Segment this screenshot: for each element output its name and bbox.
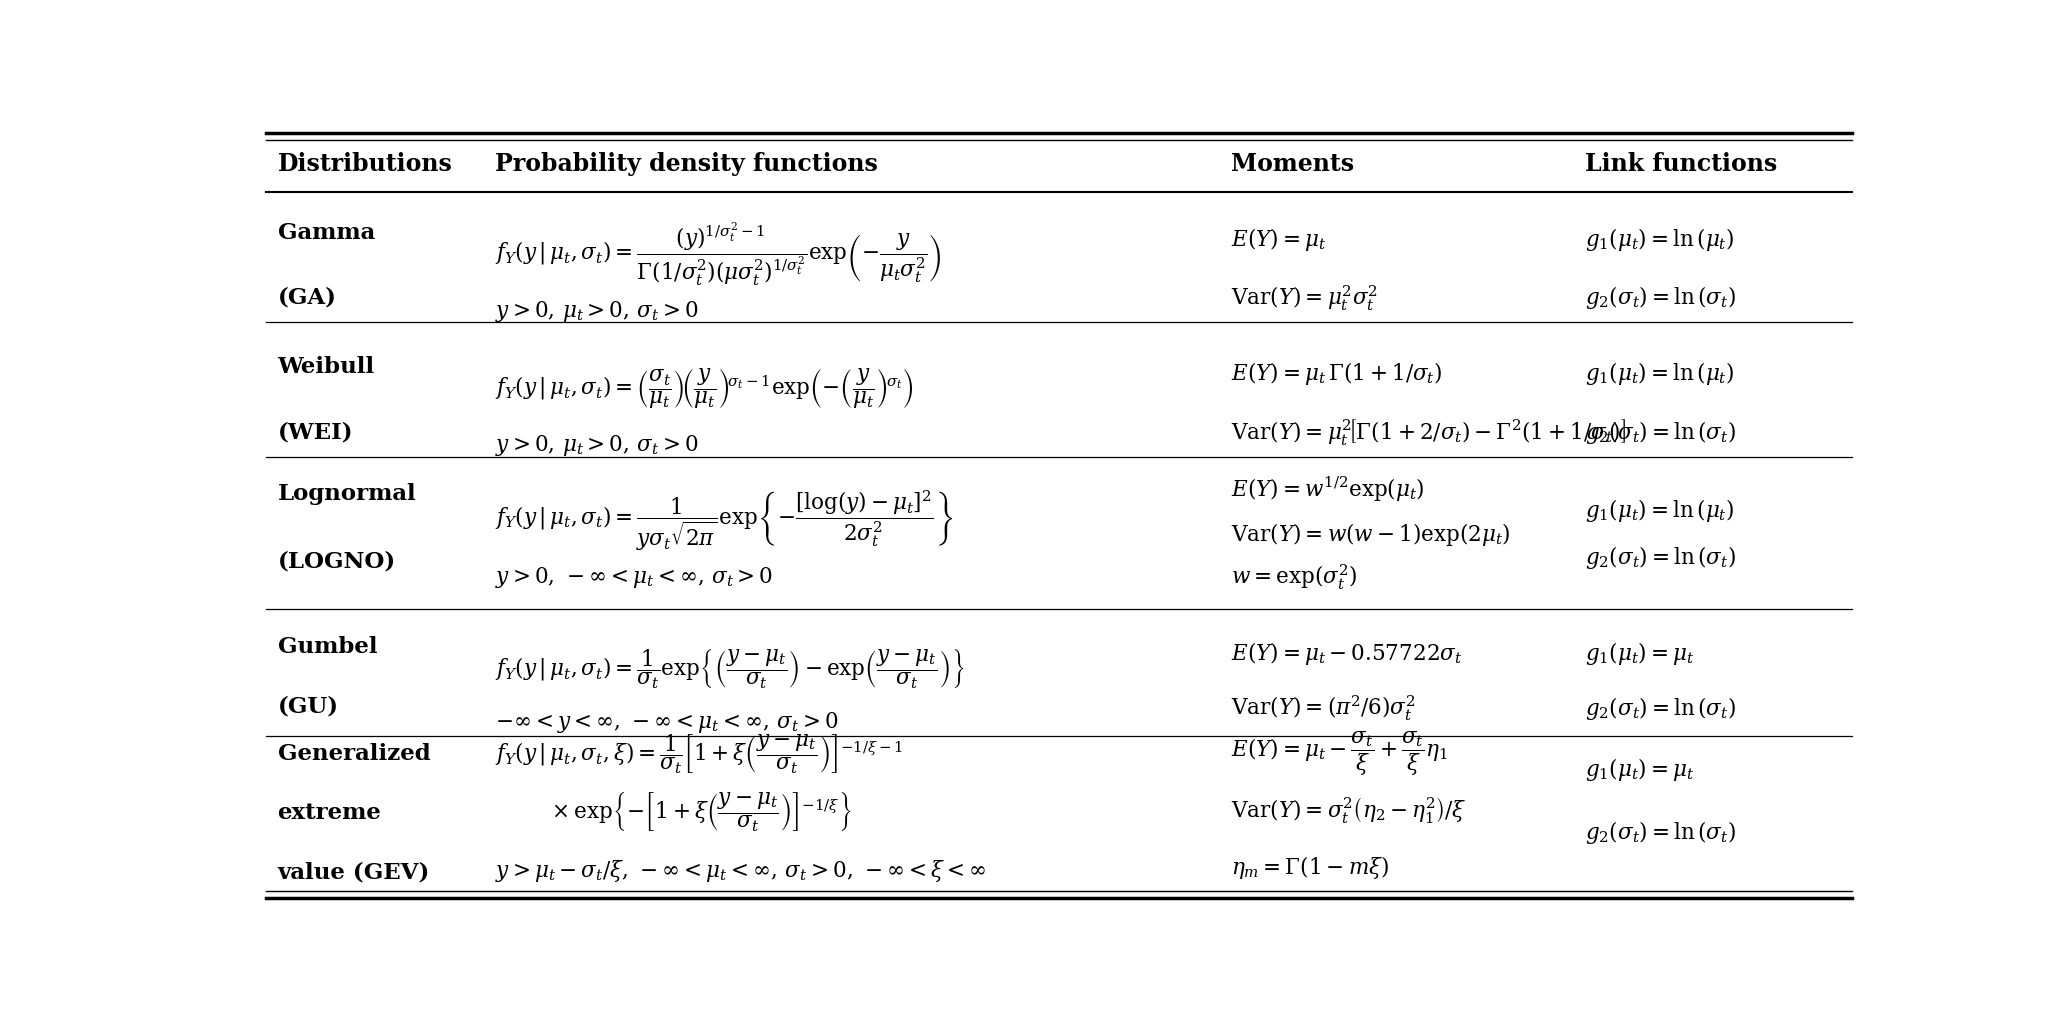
Text: $g_2\left(\sigma_t\right) = \ln\left(\sigma_t\right)$: $g_2\left(\sigma_t\right) = \ln\left(\si… xyxy=(1585,819,1736,846)
Text: $f_Y\left(y\,|\,\mu_t, \sigma_t\right) = \left(\dfrac{\sigma_t}{\mu_t}\right)\!\: $f_Y\left(y\,|\,\mu_t, \sigma_t\right) =… xyxy=(496,367,914,411)
Text: Probability density functions: Probability density functions xyxy=(496,153,878,176)
Text: $E\left(Y\right) = w^{1/2}\exp(\mu_t)$: $E\left(Y\right) = w^{1/2}\exp(\mu_t)$ xyxy=(1230,475,1424,504)
Text: $-\infty < y < \infty,\, -\infty < \mu_t < \infty,\, \sigma_t > 0$: $-\infty < y < \infty,\, -\infty < \mu_t… xyxy=(496,710,839,734)
Text: $g_2\left(\sigma_t\right) = \ln\left(\sigma_t\right)$: $g_2\left(\sigma_t\right) = \ln\left(\si… xyxy=(1585,285,1736,311)
Text: $g_2\left(\sigma_t\right) = \ln\left(\sigma_t\right)$: $g_2\left(\sigma_t\right) = \ln\left(\si… xyxy=(1585,695,1736,721)
Text: $y > 0,\, -\infty < \mu_t < \infty,\, \sigma_t > 0$: $y > 0,\, -\infty < \mu_t < \infty,\, \s… xyxy=(496,564,773,590)
Text: $f_Y\left(y\,|\,\mu_t, \sigma_t\right) = \dfrac{(y)^{1/\sigma_t^2-1}}{\Gamma(1/\: $f_Y\left(y\,|\,\mu_t, \sigma_t\right) =… xyxy=(496,222,943,288)
Text: (GA): (GA) xyxy=(277,287,337,309)
Text: $E\left(Y\right) = \mu_t\,\Gamma\left(1 + 1/\sigma_t\right)$: $E\left(Y\right) = \mu_t\,\Gamma\left(1 … xyxy=(1230,360,1443,387)
Text: Lognormal: Lognormal xyxy=(277,483,415,505)
Text: $f_Y\left(y\,|\,\mu_t, \sigma_t, \xi\right) = \dfrac{1}{\sigma_t}\left[1 + \xi\l: $f_Y\left(y\,|\,\mu_t, \sigma_t, \xi\rig… xyxy=(496,732,903,776)
Text: $y > 0,\, \mu_t > 0,\, \sigma_t > 0$: $y > 0,\, \mu_t > 0,\, \sigma_t > 0$ xyxy=(496,433,699,458)
Text: $\quad\times\exp\!\left\{-\left[1+\xi\left(\dfrac{y-\mu_t}{\sigma_t}\right)\righ: $\quad\times\exp\!\left\{-\left[1+\xi\le… xyxy=(527,791,852,835)
Text: $f_Y\left(y\,|\,\mu_t, \sigma_t\right) = \dfrac{1}{y\sigma_t\sqrt{2\pi}} \exp\!\: $f_Y\left(y\,|\,\mu_t, \sigma_t\right) =… xyxy=(496,488,953,553)
Text: $g_1\left(\mu_t\right) = \ln\left(\mu_t\right)$: $g_1\left(\mu_t\right) = \ln\left(\mu_t\… xyxy=(1585,497,1734,525)
Text: $g_1\left(\mu_t\right) = \mu_t$: $g_1\left(\mu_t\right) = \mu_t$ xyxy=(1585,757,1695,783)
Text: $E\left(Y\right) = \mu_t - 0.57722\sigma_t$: $E\left(Y\right) = \mu_t - 0.57722\sigma… xyxy=(1230,640,1461,667)
Text: $g_1\left(\mu_t\right) = \mu_t$: $g_1\left(\mu_t\right) = \mu_t$ xyxy=(1585,640,1695,667)
Text: $\mathrm{Var}\left(Y\right) = \mu_t^2\sigma_t^2$: $\mathrm{Var}\left(Y\right) = \mu_t^2\si… xyxy=(1230,283,1379,313)
Text: Gamma: Gamma xyxy=(277,222,374,244)
Text: $\mathrm{Var}\left(Y\right) = w\left(w-1\right)\exp(2\mu_t)$: $\mathrm{Var}\left(Y\right) = w\left(w-1… xyxy=(1230,521,1511,548)
Text: $\mathrm{Var}\left(Y\right) = \left(\pi^2/6\right)\sigma_t^2$: $\mathrm{Var}\left(Y\right) = \left(\pi^… xyxy=(1230,693,1416,723)
Text: Weibull: Weibull xyxy=(277,357,374,378)
Text: Moments: Moments xyxy=(1230,153,1354,176)
Text: $E\left(Y\right) = \mu_t - \dfrac{\sigma_t}{\xi} + \dfrac{\sigma_t}{\xi}\eta_1$: $E\left(Y\right) = \mu_t - \dfrac{\sigma… xyxy=(1230,730,1447,778)
Text: Link functions: Link functions xyxy=(1585,153,1778,176)
Text: $\mathrm{Var}\left(Y\right) = \mu_t^2\!\left[\Gamma\left(1+2/\sigma_t\right) - \: $\mathrm{Var}\left(Y\right) = \mu_t^2\!\… xyxy=(1230,417,1625,447)
Text: Gumbel: Gumbel xyxy=(277,636,376,658)
Text: $\mathrm{Var}\left(Y\right) = \sigma_t^2\left(\eta_2 - \eta_1^2\right)/\xi$: $\mathrm{Var}\left(Y\right) = \sigma_t^2… xyxy=(1230,795,1466,826)
Text: value (GEV): value (GEV) xyxy=(277,862,430,883)
Text: $g_1\left(\mu_t\right) = \ln\left(\mu_t\right)$: $g_1\left(\mu_t\right) = \ln\left(\mu_t\… xyxy=(1585,360,1734,387)
Text: extreme: extreme xyxy=(277,801,382,824)
Text: Distributions: Distributions xyxy=(277,153,453,176)
Text: $g_1\left(\mu_t\right) = \ln\left(\mu_t\right)$: $g_1\left(\mu_t\right) = \ln\left(\mu_t\… xyxy=(1585,226,1734,253)
Text: $w = \exp(\sigma_t^2)$: $w = \exp(\sigma_t^2)$ xyxy=(1230,562,1356,592)
Text: $y > 0,\, \mu_t > 0,\, \sigma_t > 0$: $y > 0,\, \mu_t > 0,\, \sigma_t > 0$ xyxy=(496,299,699,323)
Text: $E\left(Y\right) = \mu_t$: $E\left(Y\right) = \mu_t$ xyxy=(1230,226,1325,253)
Text: (LOGNO): (LOGNO) xyxy=(277,550,395,572)
Text: $g_2\left(\sigma_t\right) = \ln\left(\sigma_t\right)$: $g_2\left(\sigma_t\right) = \ln\left(\si… xyxy=(1585,544,1736,571)
Text: (WEI): (WEI) xyxy=(277,421,353,443)
Text: Generalized: Generalized xyxy=(277,744,430,765)
Text: $y > \mu_t - \sigma_t/\xi,\,-\infty<\mu_t<\infty,\,\sigma_t>0,\,-\infty<\xi<\inf: $y > \mu_t - \sigma_t/\xi,\,-\infty<\mu_… xyxy=(496,858,986,884)
Text: $g_2\left(\sigma_t\right) = \ln\left(\sigma_t\right)$: $g_2\left(\sigma_t\right) = \ln\left(\si… xyxy=(1585,418,1736,446)
Text: $f_Y\left(y\,|\,\mu_t, \sigma_t\right) = \dfrac{1}{\sigma_t}\exp\!\left\{\left(\: $f_Y\left(y\,|\,\mu_t, \sigma_t\right) =… xyxy=(496,647,965,691)
Text: (GU): (GU) xyxy=(277,696,339,717)
Text: $\eta_m = \Gamma\left(1 - m\xi\right)$: $\eta_m = \Gamma\left(1 - m\xi\right)$ xyxy=(1230,854,1389,880)
